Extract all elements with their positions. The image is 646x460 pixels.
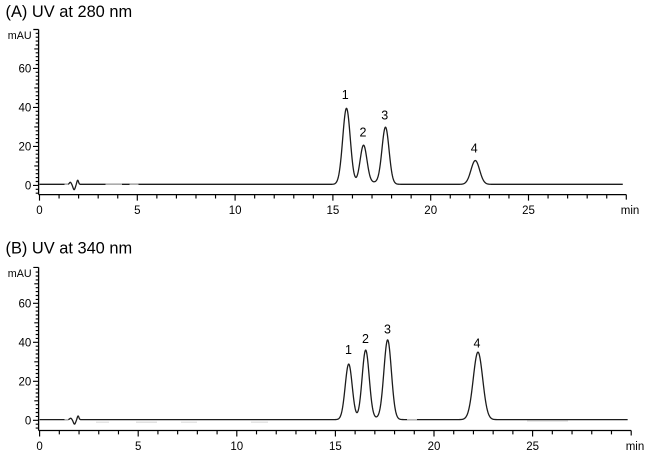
svg-text:5: 5 <box>135 441 141 453</box>
svg-text:0: 0 <box>25 181 31 193</box>
svg-text:10: 10 <box>229 205 242 217</box>
svg-text:2: 2 <box>360 126 367 140</box>
svg-text:0: 0 <box>25 416 31 428</box>
svg-text:mAU: mAU <box>8 30 32 42</box>
svg-text:mAU: mAU <box>8 268 32 280</box>
svg-text:1: 1 <box>345 343 352 357</box>
svg-text:15: 15 <box>327 205 340 217</box>
svg-text:4: 4 <box>471 141 478 155</box>
svg-text:0: 0 <box>36 205 42 217</box>
svg-text:1: 1 <box>342 88 349 102</box>
svg-text:40: 40 <box>19 338 32 350</box>
svg-text:(A) UV at 280 nm: (A) UV at 280 nm <box>6 3 133 21</box>
svg-text:60: 60 <box>19 299 32 311</box>
svg-text:3: 3 <box>381 109 388 123</box>
svg-text:min: min <box>626 441 645 453</box>
svg-text:25: 25 <box>522 205 535 217</box>
svg-text:2: 2 <box>362 332 369 346</box>
svg-text:5: 5 <box>134 205 140 217</box>
svg-text:10: 10 <box>230 441 243 453</box>
svg-text:25: 25 <box>526 441 539 453</box>
svg-text:(B) UV at 340 nm: (B) UV at 340 nm <box>6 240 133 258</box>
svg-text:20: 20 <box>428 441 441 453</box>
svg-text:min: min <box>621 205 640 217</box>
svg-text:4: 4 <box>474 336 481 350</box>
svg-text:40: 40 <box>19 103 32 115</box>
svg-text:20: 20 <box>19 377 32 389</box>
svg-text:60: 60 <box>19 64 32 76</box>
svg-text:20: 20 <box>424 205 437 217</box>
svg-text:0: 0 <box>36 441 42 453</box>
svg-text:3: 3 <box>384 322 391 336</box>
svg-text:20: 20 <box>19 142 32 154</box>
svg-text:15: 15 <box>329 441 342 453</box>
